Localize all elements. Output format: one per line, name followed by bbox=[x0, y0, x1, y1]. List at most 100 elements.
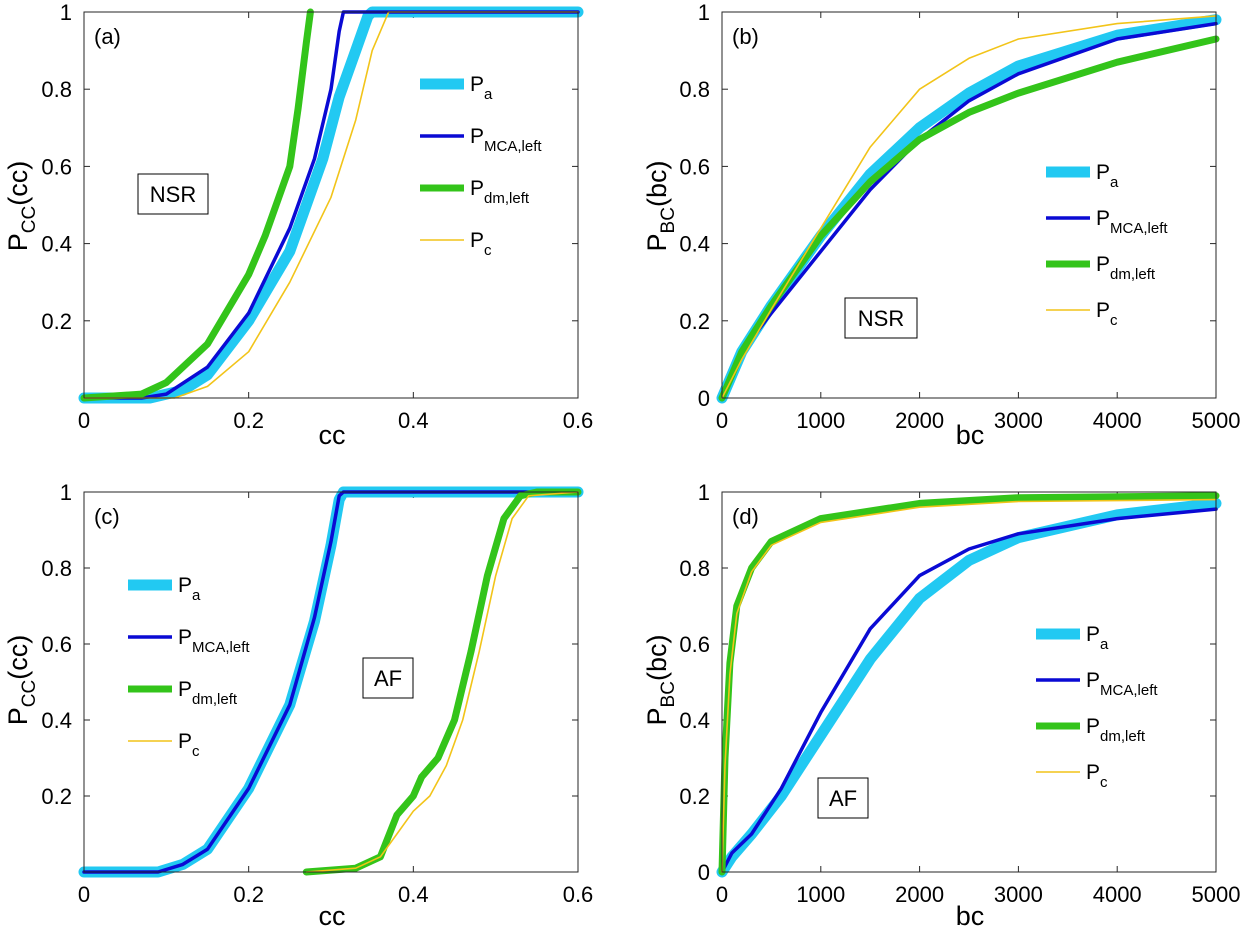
legend-name: P bbox=[178, 678, 192, 701]
annotation-box bbox=[362, 657, 414, 699]
legend-entry-Pdm: Pdm,left bbox=[1086, 715, 1146, 745]
legend-entry-Pc: Pc bbox=[1086, 761, 1108, 791]
x-tick-label: 5000 bbox=[1192, 882, 1241, 907]
x-tick-label: 0.4 bbox=[398, 882, 429, 907]
legend-name: P bbox=[470, 125, 484, 148]
y-tick-label: 1 bbox=[698, 480, 710, 505]
legend-entry-Pc: Pc bbox=[470, 229, 492, 259]
legend-entry-Pdm: Pdm,left bbox=[1096, 253, 1156, 283]
legend-name: P bbox=[1086, 761, 1100, 784]
legend-subscript: dm,left bbox=[484, 190, 530, 207]
annotation-box bbox=[137, 173, 209, 215]
legend-entry-Pdm: Pdm,left bbox=[178, 678, 238, 708]
axes-frame bbox=[83, 491, 579, 873]
chart-panel-1: 0 1000 2000 3000 4000 5000 0 0.2 0.4 0.6 0.8 1 (b) NS… bbox=[642, 0, 1240, 450]
legend-name: P bbox=[470, 73, 484, 96]
series-line-Pc bbox=[305, 491, 579, 873]
legend-subscript: c bbox=[1110, 312, 1118, 329]
series-line-Pmca bbox=[82, 490, 580, 874]
legend-name: P bbox=[1086, 623, 1100, 646]
series-group bbox=[78, 486, 584, 878]
legend-name: P bbox=[1096, 161, 1110, 184]
series-group bbox=[716, 492, 1222, 878]
legend-entry-Pa: Pa bbox=[178, 574, 201, 604]
annotation-label: AF bbox=[829, 786, 857, 811]
legend-subscript: MCA,left bbox=[1110, 220, 1168, 237]
legend-name: P bbox=[1086, 715, 1100, 738]
legend-entry-Pmca: PMCA,left bbox=[470, 125, 542, 155]
y-tick-label: 0.2 bbox=[41, 784, 72, 809]
y-tick-label: 0.4 bbox=[41, 708, 72, 733]
y-tick-label: 0.8 bbox=[41, 77, 72, 102]
y-tick-label: 0 bbox=[698, 860, 710, 885]
x-tick-label: 1000 bbox=[796, 882, 845, 907]
x-tick-label: 0.2 bbox=[233, 882, 264, 907]
legend-subscript: dm,left bbox=[192, 691, 238, 708]
x-tick-label: 4000 bbox=[1093, 882, 1142, 907]
y-tick-label: 0.4 bbox=[41, 232, 72, 257]
legend-entry-Pmca: PMCA,left bbox=[1086, 669, 1158, 699]
series-line-Pmca bbox=[720, 507, 1218, 874]
y-axis-label-sub: CC bbox=[19, 206, 40, 233]
legend-subscript: a bbox=[1100, 636, 1109, 653]
x-tick-label: 4000 bbox=[1093, 408, 1142, 433]
y-tick-label: 0.6 bbox=[679, 154, 710, 179]
y-axis-label-arg: (bc) bbox=[642, 635, 672, 682]
y-tick-label: 0.4 bbox=[679, 708, 710, 733]
legend-subscript: MCA,left bbox=[484, 138, 542, 155]
y-axis-label-main: P bbox=[642, 233, 672, 251]
chart-panel-3: 0 1000 2000 3000 4000 5000 0 0.2 0.4 0.6 0.8 1 (d) AF… bbox=[642, 480, 1240, 930]
panel-label: (c) bbox=[94, 504, 120, 529]
y-axis-label: PCC(cc) bbox=[3, 161, 40, 251]
series-line-Pa bbox=[78, 6, 584, 404]
x-tick-label: 1000 bbox=[796, 408, 845, 433]
legend-subscript: c bbox=[1100, 774, 1108, 791]
y-tick-label: 1 bbox=[60, 0, 72, 25]
legend-entry-Pmca: PMCA,left bbox=[1096, 207, 1168, 237]
y-tick-label: 0.6 bbox=[679, 632, 710, 657]
y-axis-label-main: P bbox=[3, 707, 33, 725]
panel-label: (a) bbox=[94, 24, 121, 49]
x-tick-label: 3000 bbox=[994, 882, 1043, 907]
y-tick-label: 0.6 bbox=[41, 632, 72, 657]
y-axis-label: PBC(bc) bbox=[642, 161, 679, 252]
series-line-Pdm bbox=[80, 8, 314, 402]
y-tick-label: 1 bbox=[60, 480, 72, 505]
y-tick-label: 0.2 bbox=[679, 309, 710, 334]
series-line-Pc bbox=[721, 15, 1217, 399]
annotation-box bbox=[817, 777, 869, 819]
series-line-Pc bbox=[83, 11, 579, 399]
legend-name: P bbox=[1096, 299, 1110, 322]
annotation-box bbox=[844, 297, 918, 339]
legend-entry-Pmca: PMCA,left bbox=[178, 626, 250, 656]
legend-subscript: dm,left bbox=[1110, 266, 1156, 283]
chart-panel-0: 0 0.2 0.4 0.60.20.40.60.81(a)NSRPaPMCA,left… bbox=[3, 0, 593, 450]
x-axis-label: cc bbox=[319, 901, 346, 930]
panel-label: (d) bbox=[732, 504, 759, 529]
legend-name: P bbox=[1096, 207, 1110, 230]
y-axis-label-sub: CC bbox=[19, 680, 40, 707]
y-axis-label: PBC(bc) bbox=[642, 635, 679, 726]
y-tick-label: 0.8 bbox=[679, 77, 710, 102]
y-axis-label-sub: BC bbox=[658, 207, 679, 233]
series-line-Pc bbox=[721, 498, 1217, 873]
y-tick-label: 0.2 bbox=[41, 309, 72, 334]
y-tick-label: 0 bbox=[698, 386, 710, 411]
legend-entry-Pa: Pa bbox=[1096, 161, 1119, 191]
x-tick-label: 0 bbox=[78, 408, 90, 433]
legend-entry-Pa: Pa bbox=[1086, 623, 1109, 653]
x-tick-label: 0 bbox=[716, 408, 728, 433]
y-tick-label: 0.6 bbox=[41, 154, 72, 179]
x-tick-label: 0.2 bbox=[233, 408, 264, 433]
x-tick-label: 2000 bbox=[895, 408, 944, 433]
x-tick-label: 0 bbox=[78, 882, 90, 907]
legend-subscript: a bbox=[192, 587, 201, 604]
y-tick-label: 0.2 bbox=[679, 784, 710, 809]
series-group bbox=[716, 14, 1222, 404]
x-axis-label: bc bbox=[956, 420, 985, 450]
y-axis-label-main: P bbox=[642, 707, 672, 725]
legend-entry-Pa: Pa bbox=[470, 73, 493, 103]
